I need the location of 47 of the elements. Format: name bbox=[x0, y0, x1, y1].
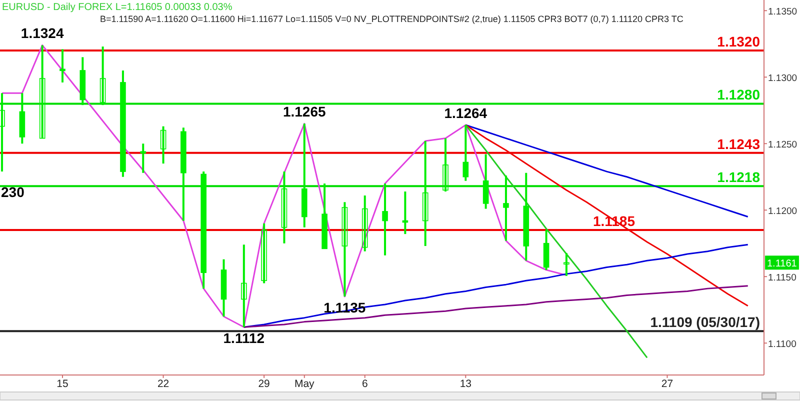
x-tick-label: 27 bbox=[661, 378, 674, 390]
candlestick bbox=[281, 170, 288, 244]
candlestick bbox=[382, 182, 388, 256]
candlestick bbox=[100, 46, 106, 106]
annotation: 1.1264 bbox=[444, 105, 488, 121]
chart-title: EURUSD - Daily FOREX L=1.11605 0.00033 0.03% bbox=[2, 2, 232, 13]
candlestick bbox=[442, 137, 448, 192]
y-tick-label: 1.1200 bbox=[768, 206, 798, 218]
y-tick-label: 1.1250 bbox=[768, 140, 798, 151]
candlestick bbox=[342, 201, 348, 298]
line-series bbox=[464, 124, 648, 358]
y-tick-label: 1.1150 bbox=[768, 272, 796, 284]
candlestick bbox=[160, 125, 166, 165]
candlestick bbox=[482, 153, 489, 210]
annotation: 1.1265 bbox=[282, 104, 326, 120]
annotation: 230 bbox=[1, 184, 25, 200]
ref-line-label: 1.1280 bbox=[717, 86, 760, 103]
candlestick bbox=[0, 92, 5, 173]
text: 1.1161 bbox=[767, 258, 798, 270]
ref-line-label: 1.1109 (05/30/17) bbox=[650, 314, 760, 330]
candlestick bbox=[362, 194, 368, 252]
ref-line-label: 1.1243 bbox=[717, 136, 760, 152]
text: B=1.11590 A=1.11620 O=1.11600 Hi=1.11677 Lo=1.11505 V=0 NV_PLOTTRENDPOINTS#2 (2,true) 1.11505 CPR3 BOT7 (0,7) 1.11120 CPR3 TC bbox=[100, 14, 684, 24]
candlestick bbox=[60, 48, 66, 84]
candlestick bbox=[140, 142, 146, 174]
candlestick bbox=[543, 229, 550, 271]
candlestick bbox=[39, 44, 46, 140]
line-series bbox=[1, 44, 568, 328]
x-tick-label: 22 bbox=[157, 378, 170, 390]
candlestick bbox=[422, 140, 428, 248]
x-tick-label: 6 bbox=[362, 378, 368, 390]
ref-line-label: 1.1218 bbox=[717, 169, 760, 186]
y-tick-label: 1.1350 bbox=[768, 6, 798, 18]
x-tick-label: May bbox=[294, 378, 316, 390]
x-tick-label: 29 bbox=[258, 378, 270, 390]
annotation: 1.1324 bbox=[20, 25, 64, 42]
x-tick-label: 15 bbox=[56, 378, 68, 390]
y-tick-label: 1.1300 bbox=[768, 73, 798, 84]
ref-line-label: 1.1320 bbox=[717, 34, 760, 50]
candlestick bbox=[462, 124, 469, 182]
candlestick bbox=[241, 244, 247, 328]
candlestick bbox=[503, 174, 509, 242]
candlestick bbox=[564, 252, 570, 277]
y-tick-label: 1.1100 bbox=[768, 339, 796, 350]
annotation: 1.1112 bbox=[223, 330, 265, 346]
x-tick-label: 13 bbox=[460, 378, 472, 390]
candlestick bbox=[261, 222, 267, 284]
